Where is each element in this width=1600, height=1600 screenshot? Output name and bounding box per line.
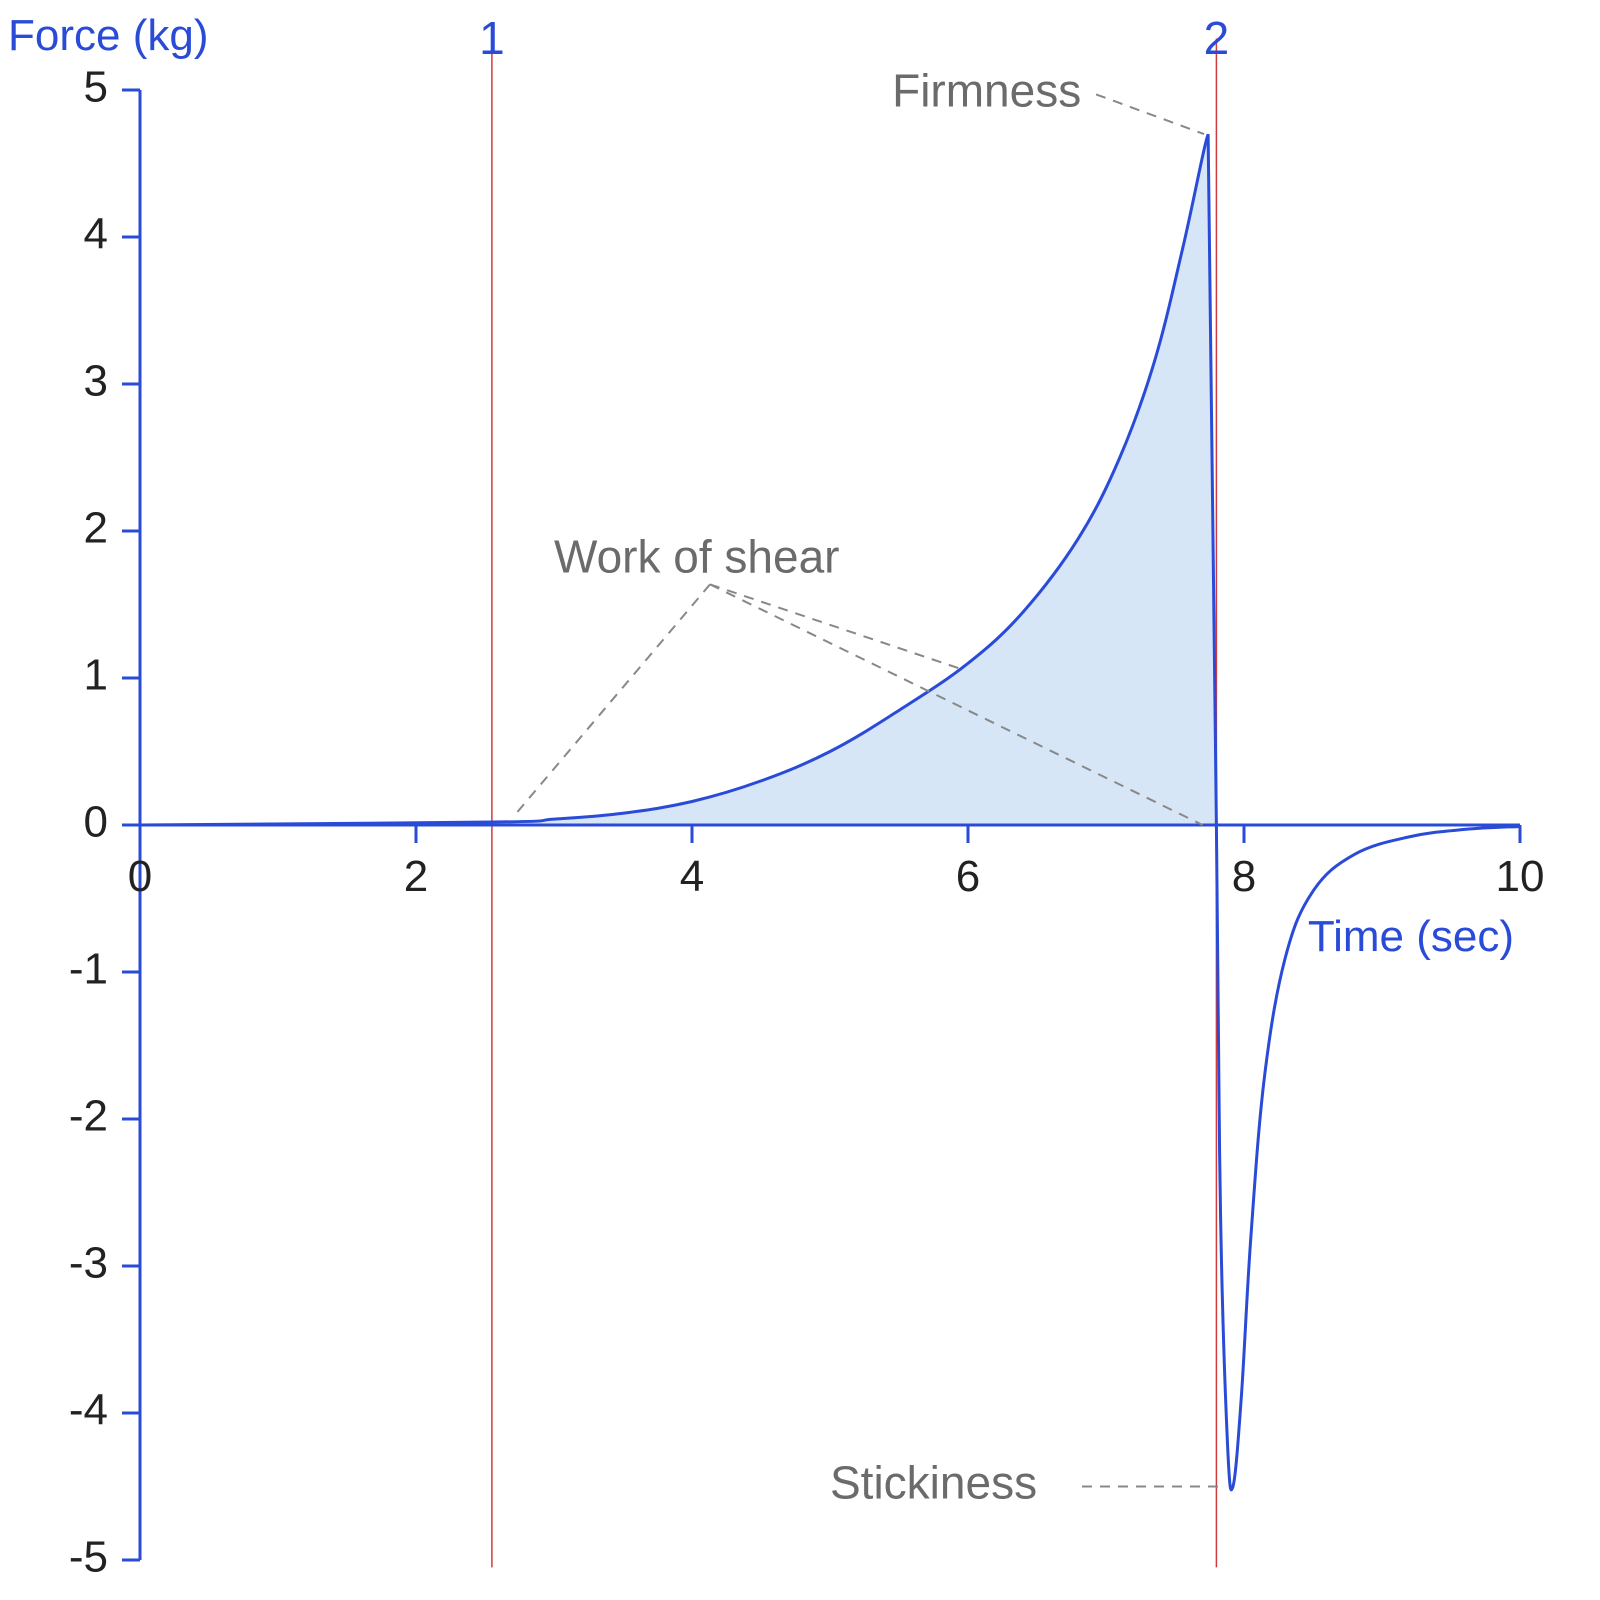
y-tick-label: -3: [69, 1239, 108, 1288]
y-tick-label: -5: [69, 1533, 108, 1582]
firmness-label: Firmness: [892, 65, 1081, 117]
y-tick-label: -1: [69, 945, 108, 994]
stickiness-label: Stickiness: [830, 1457, 1037, 1509]
x-axis-title: Time (sec): [1308, 912, 1514, 961]
x-tick-label: 8: [1232, 852, 1256, 901]
x-tick-label: 6: [956, 852, 980, 901]
y-axis-title: Force (kg): [8, 11, 208, 60]
y-tick-label: 1: [84, 651, 108, 700]
work-of-shear-label: Work of shear: [554, 531, 839, 583]
y-tick-label: 2: [84, 504, 108, 553]
y-tick-label: -4: [69, 1386, 108, 1435]
x-tick-label: 4: [680, 852, 704, 901]
x-tick-label: 2: [404, 852, 428, 901]
y-tick-label: 0: [84, 798, 108, 847]
x-tick-label: 10: [1496, 852, 1545, 901]
y-tick-label: 4: [84, 210, 108, 259]
marker-label-1: 1: [479, 12, 505, 64]
chart-svg: -5 -4 -3 -2 -1 0 1 2 3 4 5 0 2 4 6 8 10 Force (kg) Time (s…: [0, 0, 1600, 1600]
y-tick-label: -2: [69, 1092, 108, 1141]
y-tick-label: 5: [84, 63, 108, 112]
x-tick-label: 0: [128, 852, 152, 901]
y-tick-label: 3: [84, 357, 108, 406]
marker-label-2: 2: [1204, 12, 1230, 64]
chart-container: -5 -4 -3 -2 -1 0 1 2 3 4 5 0 2 4 6 8 10 Force (kg) Time (s…: [0, 0, 1600, 1600]
